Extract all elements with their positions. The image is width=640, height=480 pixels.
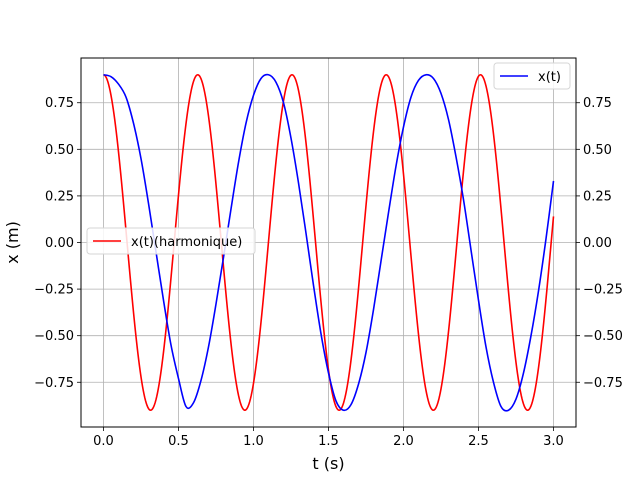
right-y-tick-label: −0.25: [583, 283, 623, 298]
right-y-tick-label: 0.50: [583, 143, 612, 158]
x-axis-label: t (s): [312, 454, 344, 473]
x-tick-label: 0.5: [168, 434, 189, 449]
y-tick-label: 0.00: [45, 236, 74, 251]
x-tick-label: 1.5: [318, 434, 339, 449]
x-tick-label: 2.5: [468, 434, 489, 449]
y-tick-label: 0.25: [45, 189, 74, 204]
legend-box: [493, 62, 571, 90]
legend-box: [86, 227, 256, 255]
y-tick-label: 0.75: [45, 96, 74, 111]
right-y-tick-label: −0.50: [583, 329, 623, 344]
x-tick-label: 1.0: [243, 434, 264, 449]
right-y-tick-label: 0.00: [583, 236, 612, 251]
x-tick-label: 0.0: [93, 434, 114, 449]
right-y-tick-label: 0.25: [583, 189, 612, 204]
series-line-xt: [103, 73, 555, 412]
legend-label: x(t): [538, 70, 561, 85]
y-tick-label: 0.50: [45, 143, 74, 158]
x-tick-label: 3.0: [543, 434, 564, 449]
series-layer: [103, 73, 555, 412]
right-y-tick-label: 0.75: [583, 96, 612, 111]
legend-xt: x(t): [493, 62, 571, 90]
y-axis-label: x (m): [3, 221, 22, 264]
y-tick-label: −0.50: [34, 329, 74, 344]
x-tick-label: 2.0: [393, 434, 414, 449]
legend-harmonique: x(t)(harmonique): [86, 227, 256, 255]
y-tick-label: −0.25: [34, 283, 74, 298]
right-y-tick-label: −0.75: [583, 376, 623, 391]
tick-layer: 0.0 0.5 1.0 1.5 2.0 2.5 3.0 −0.75 −0.75 −0.50 −0.5…: [34, 96, 623, 449]
y-tick-label: −0.75: [34, 376, 74, 391]
legend-label: x(t)(harmonique): [131, 235, 242, 250]
